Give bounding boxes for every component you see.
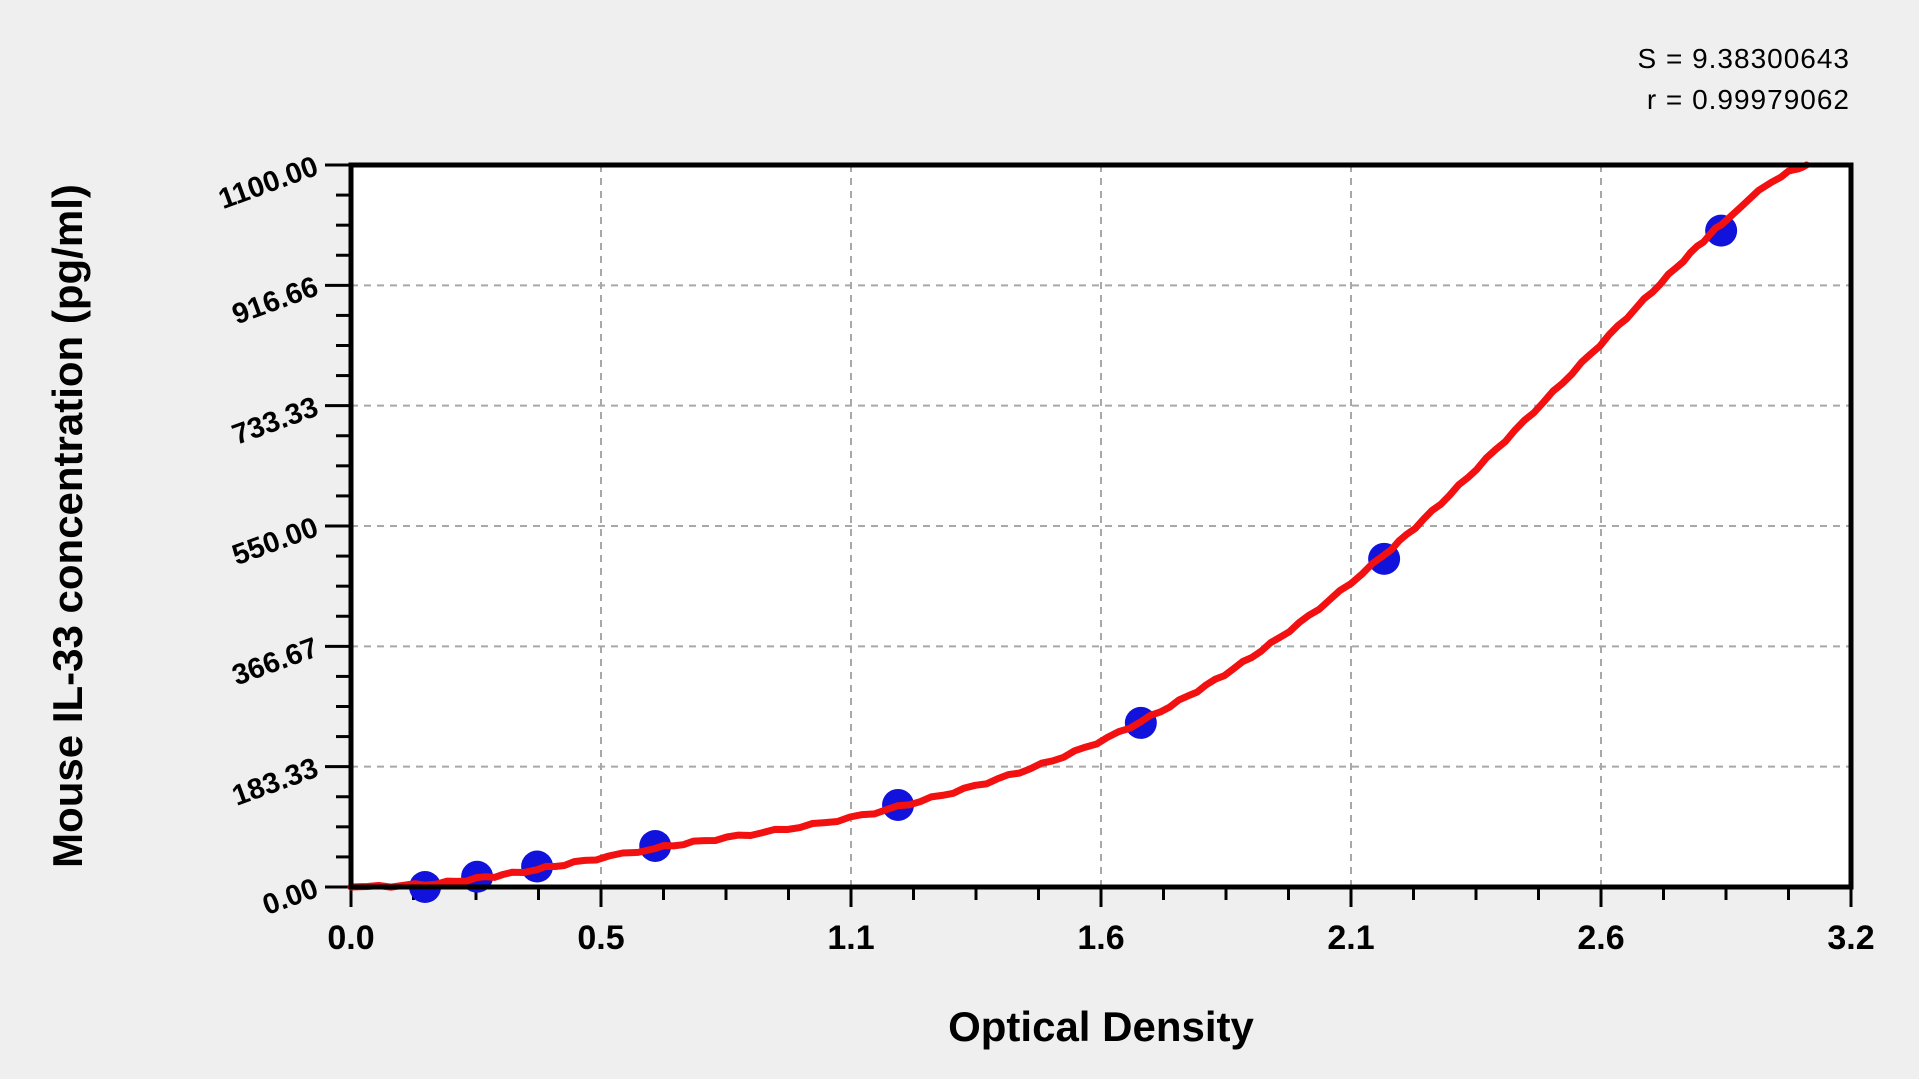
x-tick-label: 1.1 bbox=[827, 919, 874, 957]
x-axis-title: Optical Density bbox=[948, 1003, 1254, 1050]
x-tick-label: 3.2 bbox=[1827, 919, 1874, 957]
x-tick-label: 1.6 bbox=[1077, 919, 1124, 957]
y-tick-label: 1100.00 bbox=[214, 151, 322, 216]
x-tick-label: 2.6 bbox=[1577, 919, 1624, 957]
y-tick-label: 366.67 bbox=[228, 632, 322, 692]
y-tick-label: 183.33 bbox=[228, 752, 322, 812]
y-tick-label: 0.00 bbox=[258, 873, 322, 922]
y-tick-label: 916.66 bbox=[228, 271, 322, 331]
x-tick-label: 2.1 bbox=[1327, 919, 1374, 957]
plot-border bbox=[348, 162, 1854, 890]
fit-s-value: S = 9.38300643 bbox=[1637, 43, 1850, 74]
y-axis-title: Mouse IL-33 concentration (pg/ml) bbox=[44, 184, 91, 868]
fit-curve-line bbox=[347, 161, 1810, 891]
y-tick-label: 550.00 bbox=[228, 512, 322, 572]
x-tick-label: 0.0 bbox=[327, 919, 374, 957]
standard-data-point bbox=[1705, 214, 1738, 247]
fit-r-value: r = 0.99979062 bbox=[1647, 84, 1850, 115]
x-tick-label: 0.5 bbox=[577, 919, 624, 957]
gridline-layer bbox=[351, 165, 1851, 887]
y-tick-label: 733.33 bbox=[228, 391, 322, 451]
